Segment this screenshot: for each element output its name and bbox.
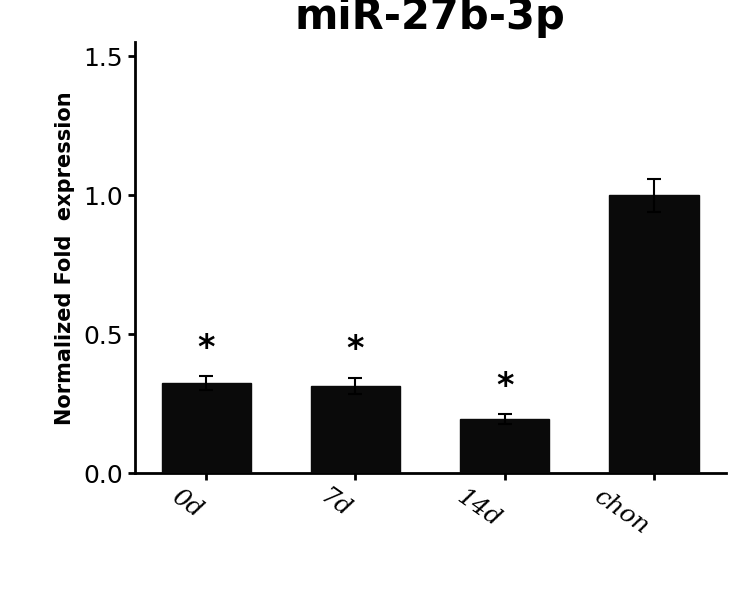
- Text: *: *: [197, 332, 215, 365]
- Bar: [460, 419, 550, 473]
- Title: miR-27b-3p: miR-27b-3p: [295, 0, 565, 38]
- Text: *: *: [347, 333, 364, 367]
- Y-axis label: Normalized Fold  expression: Normalized Fold expression: [55, 91, 75, 425]
- Bar: [162, 383, 251, 473]
- Bar: [609, 195, 699, 473]
- Bar: [310, 386, 400, 473]
- Text: *: *: [496, 370, 513, 403]
